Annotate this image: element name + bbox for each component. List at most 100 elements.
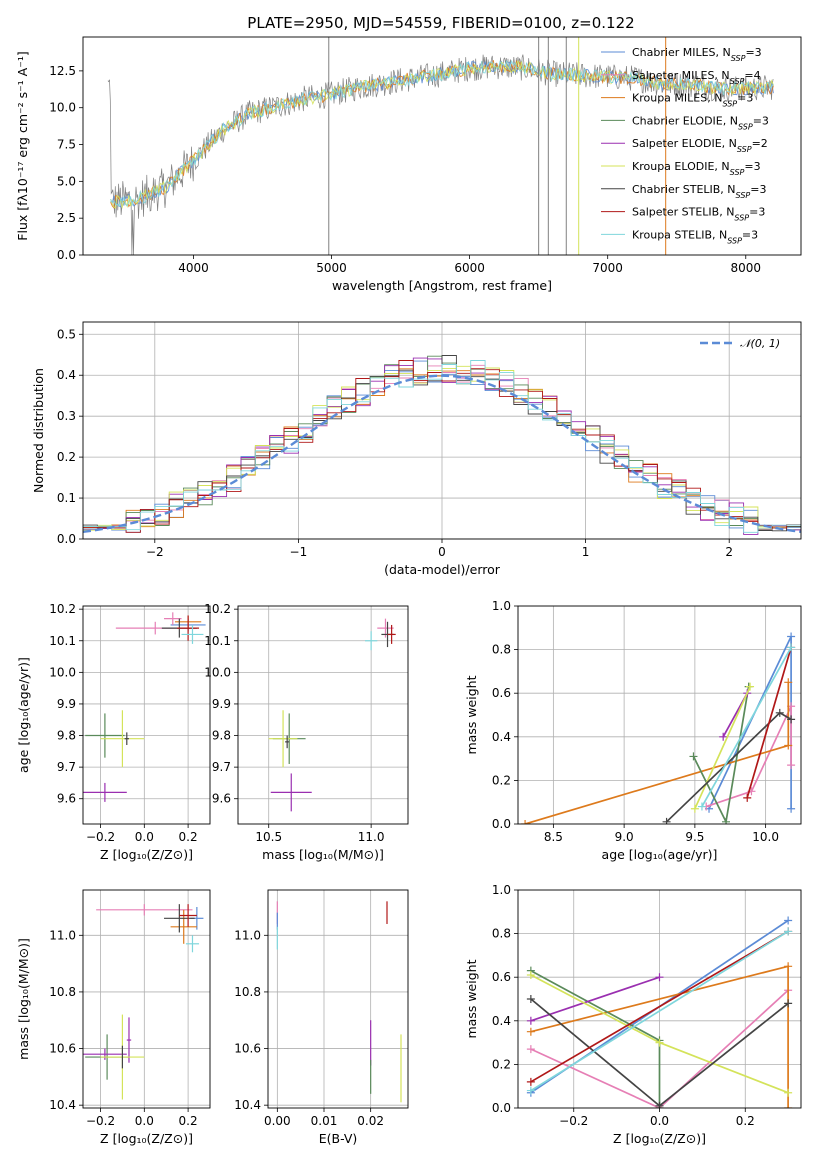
series-line-sa_elodie (530, 976, 660, 1022)
x-tick-label: −1 (290, 545, 308, 559)
y-tick-label: 7.5 (57, 138, 76, 152)
legend-sub: SSP (738, 122, 753, 131)
legend-sub: SSP (736, 190, 751, 199)
errorbar-point-sa_elodie (83, 1048, 127, 1060)
y-tick-label: 0.2 (57, 450, 76, 464)
series-marker-ch_stelib (655, 1101, 664, 1108)
x-axis-label: Z [log₁₀(Z/Z⊙)] (613, 1131, 706, 1146)
panel-mass_Z: −0.2 0.0 0.2 10.4 10.6 10.8 11.0 Z [log₁₀(Z/Z⊙)… (16, 889, 211, 1146)
series-marker-kr_stelib (697, 802, 706, 811)
y-tick-label: 10.0 (49, 101, 76, 115)
x-tick-label: 5000 (316, 261, 347, 275)
x-tick-label: 7000 (592, 261, 623, 275)
y-tick-label: 10.6 (234, 1042, 261, 1056)
y-tick-label: 0.6 (492, 970, 511, 984)
y-tick-label: 1.0 (492, 599, 511, 613)
x-tick-label: −0.2 (86, 1114, 115, 1128)
plot-area-mass_ebv (268, 890, 408, 1108)
errorbar-point-ch_stelib (285, 735, 290, 749)
series-line-ch_elodie (530, 969, 661, 1108)
legend-name: Salpeter STELIB, N (632, 206, 734, 219)
y-tick-label: 11.0 (234, 928, 261, 942)
x-axis-label: Z [log₁₀(Z/Z⊙)] (100, 1131, 193, 1146)
y-tick-label: 10.2 (204, 602, 231, 616)
series-marker-kr_miles (526, 1027, 535, 1036)
errorbar-point-sa_stelib (387, 624, 396, 644)
plot-area-spectrum (107, 37, 774, 255)
errorbar-point-ch_elodie (85, 713, 125, 758)
x-tick-label: −2 (146, 545, 164, 559)
series-line-kr_stelib (701, 646, 792, 808)
y-tick-label: 1.0 (492, 883, 511, 897)
y-tick-label: 0.4 (492, 1014, 511, 1028)
legend-value: =3 (745, 46, 761, 59)
series-marker-kr_elodie (690, 804, 699, 813)
legend-label-kr_stelib: Kroupa STELIB, NSSP=3 (632, 228, 758, 245)
series-kr_elodie (526, 971, 793, 1097)
x-tick-label: 0.2 (179, 830, 198, 844)
legend-value: =3 (737, 92, 753, 105)
legend-label-sa_stelib: Salpeter STELIB, NSSP=3 (632, 206, 765, 223)
plot-area-mass_Z (83, 890, 210, 1108)
series-kr_miles (521, 678, 793, 824)
errorbar-point-kr_stelib (364, 631, 378, 651)
series-marker-kr_elodie (526, 971, 535, 980)
x-tick-label: 0.00 (264, 1114, 291, 1128)
y-axis-label: mass [log₁₀(M/M⊙)] (16, 938, 31, 1060)
series-line-sa_stelib (530, 930, 789, 1083)
panel-weight_Z: −0.2 0.0 0.2 0.0 0.2 0.4 0.6 0.8 1.0 Z [log₁₀(Z/Z… (464, 883, 802, 1146)
legend-sub: SSP (730, 76, 745, 85)
x-tick-label: 9.0 (615, 830, 634, 844)
y-tick-label: 9.8 (57, 729, 76, 743)
series-marker-sa_stelib (526, 1077, 535, 1086)
series-marker-kr_miles (784, 1104, 793, 1108)
x-tick-label: 0.02 (357, 1114, 384, 1128)
series-line-sa_stelib (746, 647, 792, 799)
series-kr_stelib (526, 927, 793, 1095)
y-tick-label: 10.1 (49, 634, 76, 648)
y-tick-label: 9.9 (212, 697, 231, 711)
legend-name: Salpeter MILES, N (632, 69, 730, 82)
x-tick-label: 2 (725, 545, 733, 559)
x-axis-label: wavelength [Angstrom, rest frame] (332, 278, 552, 293)
series-sa_elodie (526, 973, 664, 1025)
legend-value: =3 (753, 114, 769, 127)
x-axis-label: mass [log₁₀(M/M⊙)] (262, 847, 384, 862)
axes-frame (267, 889, 409, 1109)
x-tick-label: 0.2 (179, 1114, 198, 1128)
series-ch_stelib (662, 708, 796, 824)
legend-value: =4 (744, 69, 760, 82)
y-tick-label: 0.0 (492, 817, 511, 831)
x-tick-label: 10.5 (255, 830, 282, 844)
y-tick-label: 12.5 (49, 64, 76, 78)
series-ch_elodie (689, 682, 753, 824)
y-tick-label: 10.8 (234, 985, 261, 999)
y-axis-label: age [log₁₀(age/yr)] (16, 657, 31, 773)
series-line-kr_elodie (694, 686, 751, 810)
y-tick-label: 9.8 (212, 729, 231, 743)
plot-area-age_Z (83, 606, 210, 824)
series-marker-kr_stelib (787, 643, 796, 652)
legend-sub: SSP (727, 236, 742, 245)
legend-label-kr_elodie: Kroupa ELODIE, NSSP=3 (632, 160, 761, 177)
panel-age_Z: −0.2 0.0 0.2 9.6 9.7 9.8 9.9 10.0 10.1 10.2 Z [log… (16, 602, 211, 862)
series-marker-ch_stelib (526, 995, 535, 1003)
y-tick-label: 0.8 (492, 643, 511, 657)
errorbar-point-kr_stelib (185, 935, 200, 953)
series-kr_miles (526, 962, 793, 1108)
series-marker-kr_elodie (746, 682, 755, 691)
panel-weight_age: 8.5 9.0 9.5 10.0 0.0 0.2 0.4 0.6 0.8 1.0 age [log₁… (464, 599, 802, 862)
series-marker-sa_elodie (719, 732, 728, 741)
legend-label-sa_elodie: Salpeter ELODIE, NSSP=2 (632, 137, 768, 154)
y-tick-label: 9.6 (57, 792, 76, 806)
x-axis-label: (data-model)/error (384, 562, 501, 577)
x-tick-label: 6000 (454, 261, 485, 275)
plot-area-weight_age (518, 606, 801, 824)
x-tick-label: 9.5 (685, 830, 704, 844)
y-tick-label: 5.0 (57, 174, 76, 188)
x-tick-label: 0 (438, 545, 446, 559)
series-marker-kr_miles (784, 741, 793, 750)
y-tick-label: 0.0 (57, 532, 76, 546)
y-tick-label: 0.2 (492, 1057, 511, 1071)
legend-value: =3 (744, 160, 760, 173)
